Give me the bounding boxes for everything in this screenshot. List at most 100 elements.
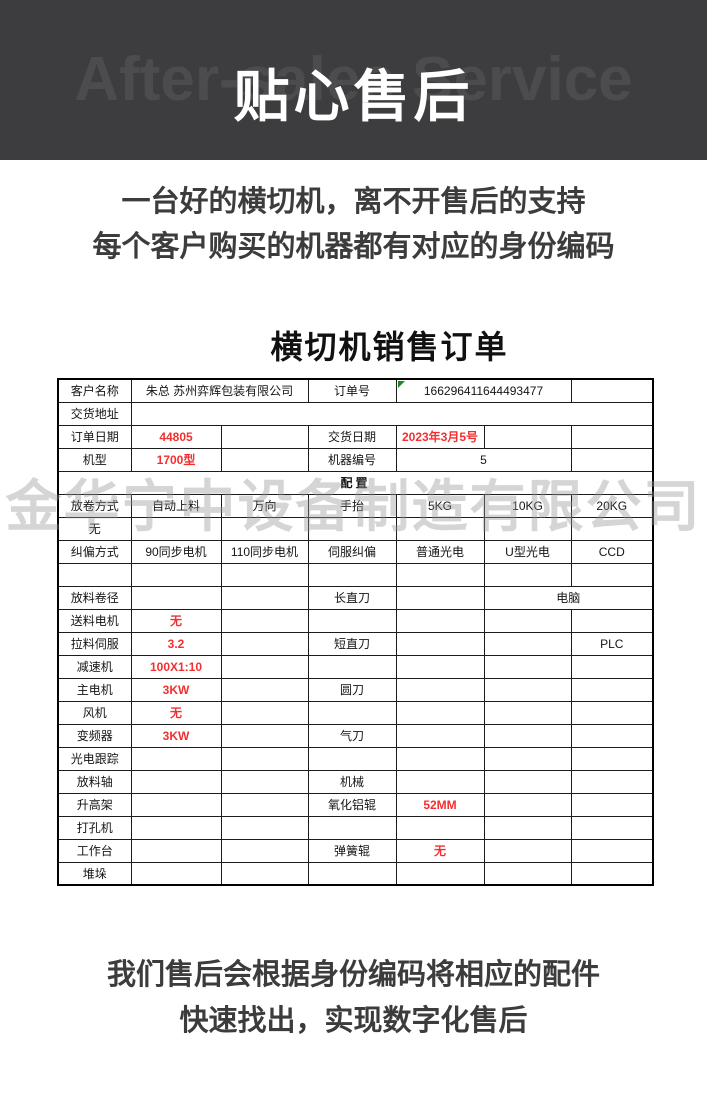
table-cell: 5 [395, 447, 572, 472]
table-cell: 52MM [395, 792, 485, 817]
table-cell [307, 746, 397, 771]
order-table: 客户名称 朱总 苏州弈辉包装有限公司 订单号 166296411644493477 交货… [57, 378, 654, 886]
table-row: 工作台 弹簧辊无 [57, 838, 654, 863]
table-cell: 工作台 [57, 838, 132, 863]
table-cell [483, 838, 572, 863]
table-cell: 减速机 [57, 654, 132, 679]
table-cell: 自动上料 [130, 493, 222, 518]
table-cell [395, 562, 485, 587]
table-cell: 44805 [130, 424, 222, 449]
table-cell [220, 723, 309, 748]
intro-line-2: 每个客户购买的机器都有对应的身份编码 [92, 231, 615, 263]
table-cell [220, 815, 309, 840]
table-cell: 纠偏方式 [57, 539, 132, 564]
table-cell [307, 700, 397, 725]
table-cell: 放料轴 [57, 769, 132, 794]
table-cell: 166296411644493477 [395, 378, 572, 403]
table-cell [570, 815, 654, 840]
table-cell [483, 631, 572, 656]
table-cell: 变频器 [57, 723, 132, 748]
table-cell [307, 608, 397, 633]
table-cell [483, 746, 572, 771]
banner-watermark-text: After-sales Service [74, 45, 633, 114]
table-cell [570, 677, 654, 702]
table-cell [130, 516, 222, 541]
table-cell: 100X1:10 [130, 654, 222, 679]
table-cell [395, 746, 485, 771]
table-cell [395, 677, 485, 702]
table-cell: 配置 [57, 470, 654, 495]
table-row: 纠偏方式 90同步电机 110同步电机 伺服纠偏 普通光电 U型光电 CCD [57, 539, 654, 564]
table-row: 变频器 3KW 气刀 [57, 723, 654, 748]
table-cell [220, 608, 309, 633]
table-cell [483, 700, 572, 725]
table-cell [130, 815, 222, 840]
table-cell [483, 792, 572, 817]
table-cell [570, 608, 654, 633]
table-cell [570, 792, 654, 817]
table-cell [483, 608, 572, 633]
table-cell: 朱总 苏州弈辉包装有限公司 [130, 378, 309, 403]
table-cell [483, 654, 572, 679]
table-cell [570, 654, 654, 679]
table-cell [130, 562, 222, 587]
table-cell: 订单号 [307, 378, 397, 403]
table-cell: 短直刀 [307, 631, 397, 656]
table-cell [395, 631, 485, 656]
table-cell [483, 769, 572, 794]
table-cell: 机器编号 [307, 447, 397, 472]
table-row: 交货地址 [57, 401, 654, 426]
table-cell [570, 769, 654, 794]
table-cell: 打孔机 [57, 815, 132, 840]
table-cell [483, 861, 572, 886]
table-cell [130, 861, 222, 886]
table-cell: 机械 [307, 769, 397, 794]
page-title: 贴心售后 [233, 65, 474, 128]
table-cell: 万向 [220, 493, 309, 518]
table-cell: 伺服纠偏 [307, 539, 397, 564]
table-cell [483, 723, 572, 748]
table-cell: 圆刀 [307, 677, 397, 702]
table-cell [220, 562, 309, 587]
table-cell [570, 424, 654, 449]
table-cell [220, 769, 309, 794]
table-cell [307, 562, 397, 587]
table-cell [130, 585, 222, 610]
table-cell [483, 562, 572, 587]
table-cell: 2023年3月5号 [395, 424, 485, 449]
table-cell: 弹簧辊 [307, 838, 397, 863]
table-row: 放卷方式 自动上料 万向 手抬 5KG 10KG 20KG [57, 493, 654, 518]
table-cell [395, 608, 485, 633]
table-cell [395, 516, 485, 541]
table-cell [395, 700, 485, 725]
table-cell [483, 516, 572, 541]
table-cell: 3KW [130, 677, 222, 702]
table-cell: 无 [130, 608, 222, 633]
table-cell: 110同步电机 [220, 539, 309, 564]
table-row: 放料卷径 长直刀 电脑 [57, 585, 654, 610]
table-row: 升高架 氧化铝辊 52MM [57, 792, 654, 817]
table-cell: 主电机 [57, 677, 132, 702]
table-cell: 无 [395, 838, 485, 863]
table-cell [395, 769, 485, 794]
table-cell [130, 792, 222, 817]
order-table-body: 客户名称 朱总 苏州弈辉包装有限公司 订单号 166296411644493477 交货… [57, 378, 654, 886]
table-cell [220, 447, 309, 472]
table-cell: 普通光电 [395, 539, 485, 564]
table-row: 配置 [57, 470, 654, 495]
table-cell [483, 815, 572, 840]
table-cell: 订单日期 [57, 424, 132, 449]
table-row: 主电机 3KW 圆刀 [57, 677, 654, 702]
table-cell [307, 516, 397, 541]
table-cell: 升高架 [57, 792, 132, 817]
table-cell [570, 838, 654, 863]
table-row [57, 562, 654, 587]
table-row: 打孔机 [57, 815, 654, 840]
table-cell: 客户名称 [57, 378, 132, 403]
table-row: 光电跟踪 [57, 746, 654, 771]
table-cell [220, 424, 309, 449]
table-cell [307, 861, 397, 886]
table-cell: 光电跟踪 [57, 746, 132, 771]
table-cell: 交货日期 [307, 424, 397, 449]
table-cell: 手抬 [307, 493, 397, 518]
